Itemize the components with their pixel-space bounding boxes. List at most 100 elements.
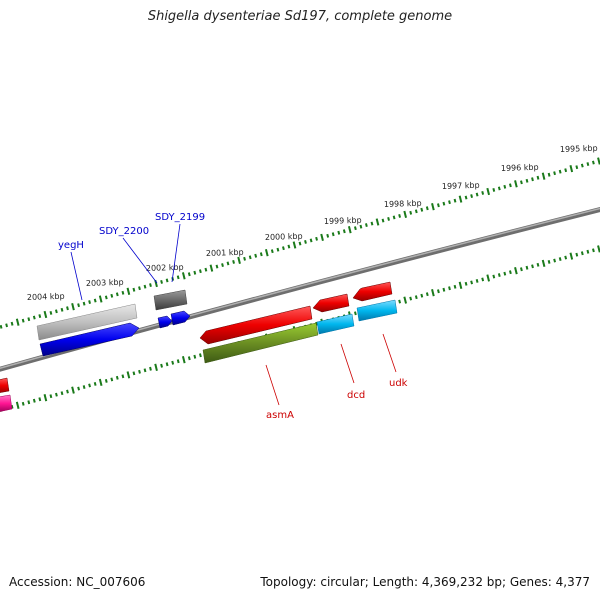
ruler-minor-tick [66,306,69,311]
ruler-minor-tick [32,315,36,320]
ruler-minor-tick [525,178,529,183]
cog-box-SDY_2200[interactable] [153,289,188,311]
ruler-minor-tick [38,314,42,318]
leader-SDY_2199 [171,223,181,283]
gene-label-asmA[interactable]: asmA [266,410,294,421]
ruler-label-1999: 1999 kbp [324,216,362,226]
ruler-minor-tick [215,264,219,269]
ruler-minor-tick [437,289,440,294]
cds-arrow-SDY_2199[interactable] [170,310,191,326]
ruler-label-1996: 1996 kbp [501,163,539,173]
cds-arrow-asmA[interactable] [199,305,313,345]
ruler-minor-tick [359,224,363,229]
cog-ring-reverse [0,299,398,412]
ruler-minor-tick [104,379,108,383]
ruler-minor-tick [392,215,396,220]
ruler-minor-tick [10,321,14,326]
ruler-minor-tick [82,301,86,306]
ruler-minor-tick [398,214,402,218]
gene-label-dcd[interactable]: dcd [347,390,365,401]
ruler-major-tick [541,259,546,268]
ruler-minor-tick [38,397,42,402]
ruler-major-tick [71,303,75,311]
ruler-major-tick [458,281,463,289]
ruler-minor-tick [27,317,31,322]
ruler-minor-tick [453,198,457,203]
ruler-minor-tick [326,233,330,238]
ruler-label-1998: 1998 kbp [384,199,422,209]
gene-label-yegH[interactable]: yegH [58,240,84,251]
cds-arrow-left-red[interactable] [0,377,10,393]
ruler-minor-tick [121,290,125,295]
ruler-minor-tick [536,262,540,267]
ruler-major-tick [15,401,20,409]
leader-udk [382,333,397,373]
ruler-minor-tick [425,292,429,297]
ruler-minor-tick [503,271,507,276]
cds-forward [39,310,191,357]
cog-box-asmA[interactable] [202,322,319,364]
ruler-minor-tick [21,318,25,323]
ruler-minor-tick [580,163,584,168]
ruler-label-2000: 2000 kbp [265,232,303,242]
cog-box-yegH[interactable] [36,303,138,341]
gene-label-SDY_2200[interactable]: SDY_2200 [99,226,149,237]
ruler-minor-tick [591,160,595,165]
gene-label-udk[interactable]: udk [389,378,408,389]
ruler-minor-tick [442,287,446,292]
ruler-minor-tick [27,400,31,405]
ruler-minor-tick [497,186,501,191]
ruler-major-tick [347,226,352,234]
ruler-minor-tick [149,283,152,287]
outer-ruler-ticks [0,157,600,329]
leader-asmA [265,364,280,406]
ruler-label-2002: 2002 kbp [146,263,184,273]
ruler-label-1995: 1995 kbp [560,144,598,154]
ruler-minor-tick [558,257,562,261]
ruler-minor-tick [171,360,175,365]
ruler-major-tick [514,267,518,275]
ruler-minor-tick [132,287,136,292]
ruler-minor-tick [254,253,258,258]
ruler-minor-tick [132,371,136,376]
cog-box-dcd[interactable] [316,313,355,335]
cds-arrow-SDY_2200[interactable] [157,315,173,329]
ruler-minor-tick [409,296,413,301]
ruler-label-2004: 2004 kbp [27,292,65,302]
ruler-major-tick [98,295,103,303]
ruler-minor-tick [187,356,191,361]
ruler-minor-tick [547,260,551,264]
cds-arrow-udk[interactable] [352,281,393,302]
ruler-major-tick [154,363,158,371]
ruler-label-2001: 2001 kbp [206,248,244,258]
ruler-minor-tick [165,362,169,367]
ruler-minor-tick [420,293,424,298]
ruler-minor-tick [536,175,540,180]
ruler-minor-tick [88,300,91,304]
ruler-minor-tick [115,375,119,380]
ruler-major-tick [264,249,269,257]
cds-arrow-dcd[interactable] [312,293,350,313]
ruler-minor-tick [508,270,512,275]
ruler-minor-tick [564,168,568,173]
ruler-minor-tick [226,261,230,266]
ruler-minor-tick [199,353,202,358]
ruler-major-tick [237,256,241,265]
ruler-minor-tick [370,221,374,226]
ruler-minor-tick [115,292,119,297]
cog-box-udk[interactable] [356,299,398,322]
ruler-minor-tick [160,363,163,368]
ruler-major-tick [43,310,48,319]
ruler-minor-tick [553,171,556,176]
ruler-minor-tick [243,256,246,261]
cog-box-left-pink[interactable] [0,394,13,412]
ruler-minor-tick [104,295,108,300]
ruler-minor-tick [470,280,474,285]
gene-label-SDY_2199[interactable]: SDY_2199 [155,212,205,223]
ruler-minor-tick [315,236,318,241]
cds-arrow-yegH[interactable] [39,322,140,357]
ruler-major-tick [458,195,463,203]
ruler-minor-tick [32,398,36,403]
